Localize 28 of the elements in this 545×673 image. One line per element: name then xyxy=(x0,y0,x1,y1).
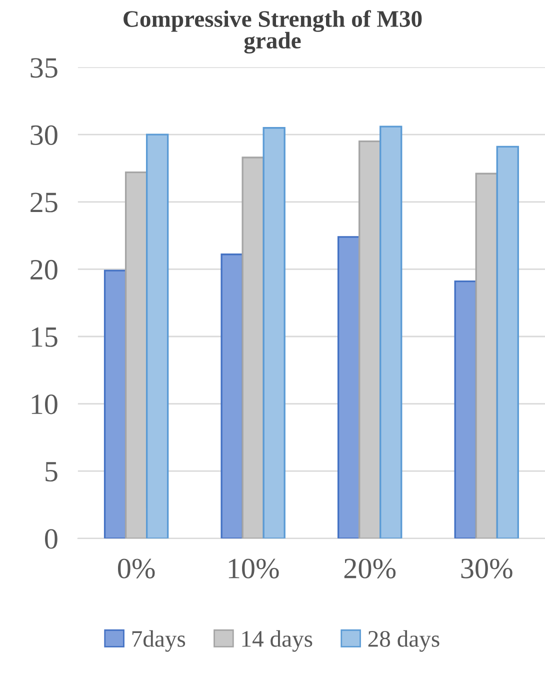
x-tick-label: 30% xyxy=(461,558,512,578)
legend-label: 7days xyxy=(132,630,186,652)
bar xyxy=(496,146,519,538)
y-tick-label: 5 xyxy=(46,462,58,482)
bar xyxy=(475,172,498,538)
x-tick-label: 0% xyxy=(118,558,155,578)
legend-label: 14 days xyxy=(242,630,312,652)
bar xyxy=(104,270,127,538)
x-tick-label: 20% xyxy=(344,558,396,578)
y-tick-label: 10 xyxy=(32,394,58,414)
chart-title: Compressive Strength of M30 grade xyxy=(124,10,422,54)
y-tick-label: 30 xyxy=(30,125,58,146)
y-tick-label: 20 xyxy=(30,260,58,280)
y-tick-label: 25 xyxy=(30,192,58,212)
bar xyxy=(337,236,360,538)
bar xyxy=(262,127,286,538)
bar xyxy=(242,156,264,538)
y-tick-label: 0 xyxy=(45,529,58,549)
legend-label: 28 days xyxy=(368,630,440,652)
bar xyxy=(380,126,402,538)
bar xyxy=(358,140,382,538)
x-tick-label: 10% xyxy=(228,558,279,578)
bar xyxy=(146,134,169,538)
bar xyxy=(454,280,477,538)
bar xyxy=(124,171,148,538)
bar xyxy=(220,254,244,538)
y-tick-label: 15 xyxy=(32,327,58,347)
y-tick-label: 35 xyxy=(30,58,58,78)
